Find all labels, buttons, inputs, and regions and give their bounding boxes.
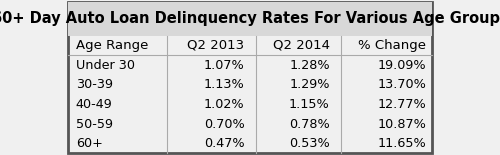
Text: 0.70%: 0.70% xyxy=(204,117,244,131)
Text: 0.53%: 0.53% xyxy=(289,137,330,150)
Text: 10.87%: 10.87% xyxy=(377,117,426,131)
FancyBboxPatch shape xyxy=(68,2,432,153)
Text: 1.02%: 1.02% xyxy=(204,98,244,111)
Text: 12.77%: 12.77% xyxy=(378,98,426,111)
Text: 40-49: 40-49 xyxy=(76,98,112,111)
Text: 13.70%: 13.70% xyxy=(377,78,426,91)
Text: Under 30: Under 30 xyxy=(76,59,134,72)
Text: 1.15%: 1.15% xyxy=(289,98,330,111)
Text: 30-39: 30-39 xyxy=(76,78,112,91)
Text: 50-59: 50-59 xyxy=(76,117,112,131)
Text: 11.65%: 11.65% xyxy=(378,137,426,150)
Text: % Change: % Change xyxy=(358,39,426,52)
Text: Age Range: Age Range xyxy=(76,39,148,52)
Text: 60+: 60+ xyxy=(76,137,102,150)
Text: 60+ Day Auto Loan Delinquency Rates For Various Age Groups: 60+ Day Auto Loan Delinquency Rates For … xyxy=(0,11,500,26)
Text: Q2 2013: Q2 2013 xyxy=(188,39,244,52)
Text: 0.47%: 0.47% xyxy=(204,137,244,150)
Text: 1.13%: 1.13% xyxy=(204,78,244,91)
Text: 1.28%: 1.28% xyxy=(289,59,330,72)
FancyBboxPatch shape xyxy=(68,2,432,36)
Text: 19.09%: 19.09% xyxy=(378,59,426,72)
Text: 1.07%: 1.07% xyxy=(204,59,244,72)
Text: Q2 2014: Q2 2014 xyxy=(272,39,330,52)
Text: 0.78%: 0.78% xyxy=(289,117,330,131)
Text: 1.29%: 1.29% xyxy=(289,78,330,91)
